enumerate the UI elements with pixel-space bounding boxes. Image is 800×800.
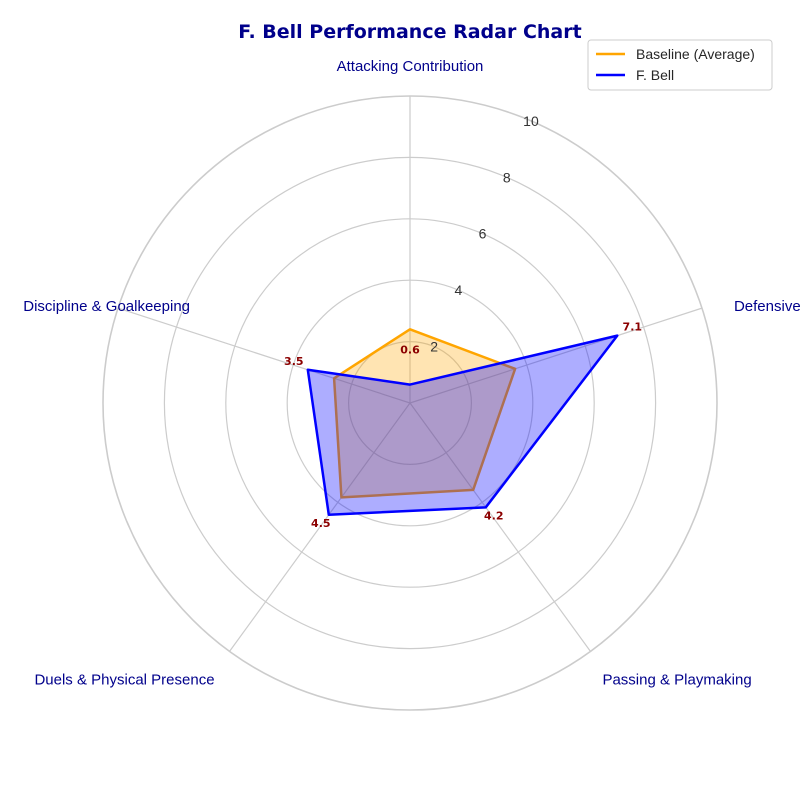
grid-spoke-2 xyxy=(409,402,591,652)
value-label-3: 4.5 xyxy=(311,517,331,530)
chart-title: F. Bell Performance Radar Chart xyxy=(238,21,581,43)
radial-tick-label-4: 4 xyxy=(454,282,462,298)
axis-label-0: Attacking Contribution xyxy=(337,58,484,75)
radial-tick-label-10: 10 xyxy=(523,113,539,129)
legend-frame xyxy=(587,39,773,91)
radial-tick-label-2: 2 xyxy=(430,339,438,355)
legend: Baseline (Average) F. Bell xyxy=(587,39,773,91)
grid-spoke-1 xyxy=(409,307,703,404)
radar-series xyxy=(306,328,619,517)
grid-spoke-3 xyxy=(229,402,411,652)
axis-label-2: Passing & Playmaking xyxy=(602,671,751,688)
value-label-0: 0.6 xyxy=(400,344,420,357)
legend-entry-f-bell: F. Bell xyxy=(636,67,674,83)
value-label-4: 3.5 xyxy=(284,355,304,368)
radar-labels: 2 4 6 8 10 Attacking Contribution Defensive Ca… xyxy=(23,58,800,688)
axis-label-3: Duels & Physical Presence xyxy=(34,671,214,688)
axis-label-1: Defensive Capability xyxy=(734,298,800,315)
axis-label-4: Discipline & Goalkeeping xyxy=(23,298,190,315)
value-label-2: 4.2 xyxy=(484,509,504,522)
legend-entry-baseline: Baseline (Average) xyxy=(636,46,755,62)
value-label-1: 7.1 xyxy=(623,321,643,334)
radial-tick-label-6: 6 xyxy=(479,226,487,242)
radar-grid xyxy=(102,95,718,711)
grid-spoke-4 xyxy=(117,307,411,404)
radial-tick-label-8: 8 xyxy=(503,169,511,185)
series-polygon-f-bell xyxy=(306,334,619,517)
